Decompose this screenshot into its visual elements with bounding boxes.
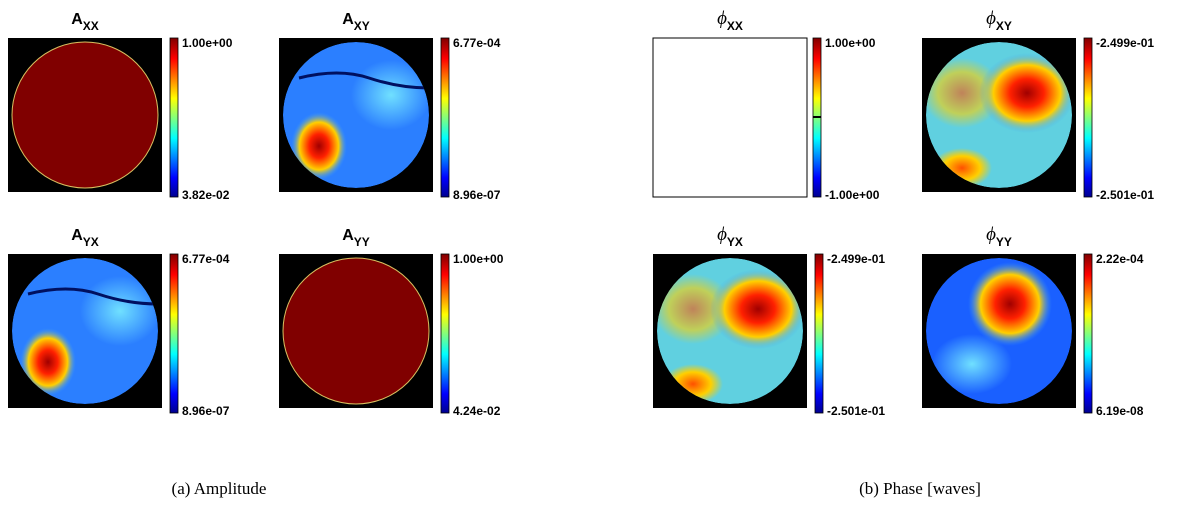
title: ϕ [986,8,996,29]
heatmap [922,254,1076,408]
heatmap [653,254,807,408]
colorbar [1083,37,1093,198]
panel-title: ϕXY [986,8,1012,33]
panel: 1.00e+00 4.24e-02 AYY [279,227,504,418]
colorbar [169,253,179,414]
panel: 1.00e+00 3.82e-02 AXX [8,11,233,202]
colorbar-max-label: -2.499e-01 [827,252,885,266]
colorbar-max-label: 1.00e+00 [182,36,233,50]
title: A [342,227,354,244]
colorbar-min-label: 6.19e-08 [1096,404,1144,418]
colorbar-min-label: -2.501e-01 [1096,188,1154,202]
subscript: YX [83,235,99,249]
heatmap [8,38,162,192]
caption: (a) Amplitude [172,479,267,498]
subscript: XY [996,19,1012,33]
subscript: XX [727,19,743,33]
colorbar [440,253,450,414]
colorbar-max-label: 2.22e-04 [1096,252,1144,266]
panel: 6.77e-04 8.96e-07 AYX [8,227,230,418]
heatmap [279,254,433,408]
heatmap [922,38,1076,192]
colorbar-max-label: 6.77e-04 [182,252,230,266]
colorbar-min-label: 8.96e-07 [182,404,230,418]
panel: 2.22e-04 6.19e-08 ϕYY [922,224,1144,418]
title: ϕ [717,8,727,29]
panel-title: AYY [342,227,370,249]
title: ϕ [986,224,996,245]
colorbar [1083,253,1093,414]
subscript: XY [354,19,370,33]
subscript: XX [83,19,99,33]
colorbar-min-label: -1.00e+00 [825,188,880,202]
colorbar-min-label: 4.24e-02 [453,404,501,418]
heatmap [8,254,162,408]
subscript: YY [996,235,1012,249]
subscript: YY [354,235,370,249]
panel-title: AXX [71,11,99,33]
colorbar [169,37,179,198]
colorbar-max-label: 1.00e+00 [825,36,876,50]
colorbar-min-label: 8.96e-07 [453,188,501,202]
panel-title: AXY [342,11,370,33]
title: A [71,227,83,244]
panel: -2.499e-01 -2.501e-01 ϕYX [653,224,885,418]
title: A [342,11,354,28]
title: ϕ [717,224,727,245]
colorbar [440,37,450,198]
panel-title: AYX [71,227,99,249]
colorbar-min-label: 3.82e-02 [182,188,230,202]
colorbar-max-label: 1.00e+00 [453,252,504,266]
heatmap [652,37,808,198]
panel: -2.499e-01 -2.501e-01 ϕXY [922,8,1154,202]
caption: (b) Phase [waves] [859,479,981,498]
panel-title: ϕYX [717,224,743,249]
colorbar-max-label: 6.77e-04 [453,36,501,50]
panel-title: ϕYY [986,224,1012,249]
colorbar-max-label: -2.499e-01 [1096,36,1154,50]
panel: 1.00e+00 -1.00e+00 ϕXX [652,8,880,202]
subscript: YX [727,235,743,249]
panel: 6.77e-04 8.96e-07 AXY [279,11,501,202]
colorbar-min-label: -2.501e-01 [827,404,885,418]
heatmap [279,38,433,192]
panel-title: ϕXX [717,8,743,33]
title: A [71,11,83,28]
colorbar [814,253,824,414]
